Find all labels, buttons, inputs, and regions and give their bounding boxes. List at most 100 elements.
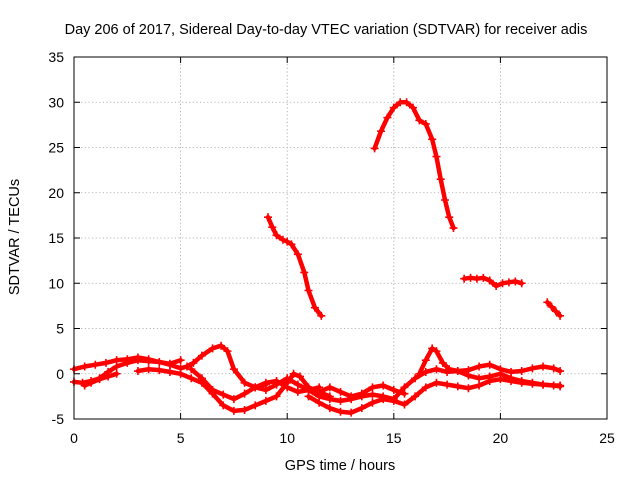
data-point-marker (229, 406, 238, 415)
data-point-marker (208, 386, 217, 395)
data-point-marker (187, 365, 196, 374)
data-point-marker (283, 374, 292, 383)
data-point-marker (379, 381, 388, 390)
data-point-marker (543, 298, 552, 307)
data-point-marker (547, 302, 556, 311)
data-point-marker (104, 372, 113, 381)
data-point-marker (408, 103, 417, 112)
data-point-marker (315, 398, 324, 407)
data-point-marker (428, 344, 437, 353)
data-point-marker (223, 347, 232, 356)
data-point-marker (251, 383, 260, 392)
data-point-marker (556, 381, 565, 390)
data-point-marker (144, 365, 153, 374)
data-point-marker (453, 382, 462, 391)
data-point-marker (287, 240, 296, 249)
y-tick-label: 15 (48, 230, 64, 246)
data-point-marker (517, 367, 526, 376)
data-point-marker (208, 344, 217, 353)
data-point-marker (240, 389, 249, 398)
data-point-marker (176, 369, 185, 378)
y-tick-label: 25 (48, 140, 64, 156)
data-point-marker (432, 378, 441, 387)
data-point-marker (219, 390, 228, 399)
data-point-marker (379, 395, 388, 404)
data-point-marker (317, 311, 326, 320)
data-point-marker (443, 380, 452, 389)
data-point-marker (325, 383, 334, 392)
data-point-marker (383, 113, 392, 122)
data-point-marker (438, 358, 447, 367)
data-point-marker (300, 268, 309, 277)
data-point-marker (261, 396, 270, 405)
data-point-marker (445, 365, 454, 374)
data-point-marker (240, 405, 249, 414)
data-point-marker (357, 389, 366, 398)
data-point-marker (336, 407, 345, 416)
data-point-marker (556, 311, 565, 320)
data-point-marker (475, 381, 484, 390)
data-point-marker (293, 250, 302, 259)
chart-title: Day 206 of 2017, Sidereal Day-to-day VTE… (65, 22, 588, 38)
data-point-marker (347, 408, 356, 417)
data-point-marker (219, 401, 228, 410)
data-point-marker (432, 365, 441, 374)
data-point-marker (268, 223, 277, 232)
x-tick-label: 10 (279, 430, 295, 446)
data-point-marker (133, 367, 142, 376)
data-point-marker (295, 372, 304, 381)
data-point-marker (402, 98, 411, 107)
data-point-marker (217, 341, 226, 350)
data-point-marker (460, 274, 469, 283)
data-point-marker (368, 390, 377, 399)
series-track-j (264, 213, 326, 320)
y-tick-label: 30 (48, 94, 64, 110)
data-point-marker (336, 387, 345, 396)
data-point-marker (517, 376, 526, 385)
data-point-marker (187, 374, 196, 383)
data-point-marker (229, 395, 238, 404)
data-point-marker (155, 366, 164, 375)
data-point-marker (304, 392, 313, 401)
data-point-marker (428, 135, 437, 144)
data-point-marker (539, 362, 548, 371)
data-point-marker (389, 386, 398, 395)
data-point-marker (197, 374, 206, 383)
data-point-marker (368, 383, 377, 392)
x-tick-label: 0 (70, 430, 78, 446)
data-point-marker (182, 362, 191, 371)
data-point-marker (411, 374, 420, 383)
data-point-marker (197, 351, 206, 360)
series-track-c (80, 369, 121, 390)
data-point-marker (511, 277, 520, 286)
data-point-marker (315, 387, 324, 396)
data-point-marker (370, 144, 379, 153)
series-track-i (415, 344, 565, 390)
data-point-marker (101, 358, 110, 367)
data-point-marker (539, 380, 548, 389)
data-point-marker (112, 369, 121, 378)
data-point-marker (325, 404, 334, 413)
y-tick-label: -5 (52, 411, 65, 427)
data-point-marker (377, 127, 386, 136)
data-point-marker (112, 362, 121, 371)
data-point-marker (466, 273, 475, 282)
data-point-marker (475, 374, 484, 383)
data-point-marker (492, 281, 501, 290)
data-point-marker (293, 387, 302, 396)
x-tick-label: 5 (177, 430, 185, 446)
data-point-marker (176, 356, 185, 365)
data-point-marker (496, 369, 505, 378)
data-point-marker (325, 395, 334, 404)
data-point-marker (336, 396, 345, 405)
data-point-marker (517, 279, 526, 288)
data-point-marker (229, 365, 238, 374)
data-point-marker (272, 380, 281, 389)
data-point-marker (261, 378, 270, 387)
data-point-marker (485, 372, 494, 381)
data-point-marker (445, 213, 454, 222)
y-tick-label: 5 (56, 321, 64, 337)
data-point-marker (389, 396, 398, 405)
data-point-marker (123, 358, 132, 367)
